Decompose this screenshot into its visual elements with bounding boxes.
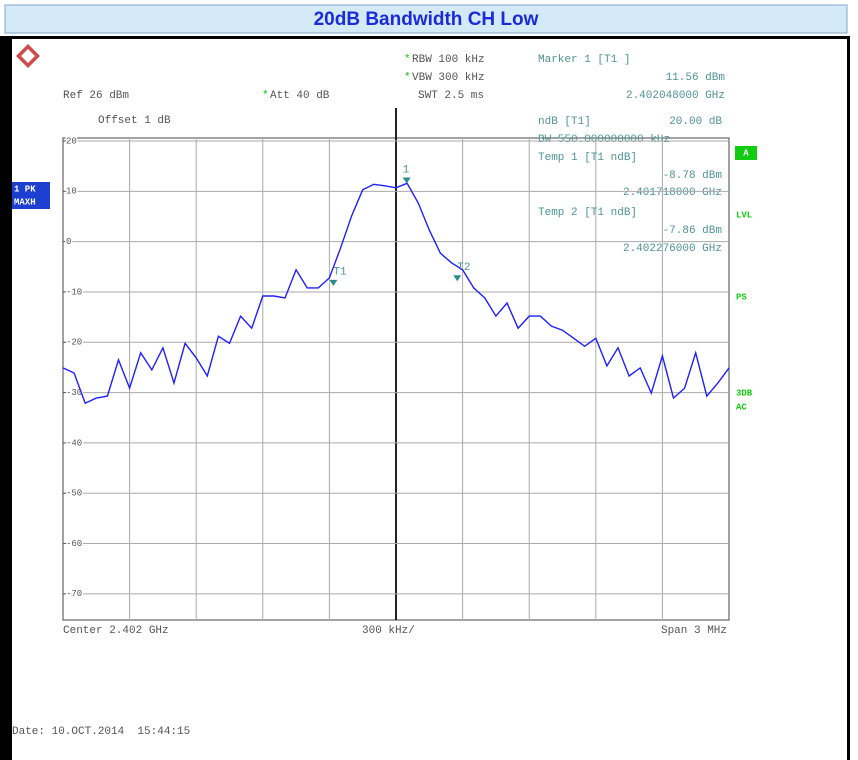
side-label: A xyxy=(743,148,749,158)
temp1-freq: 2.401718000 GHz xyxy=(623,187,722,199)
offset: Offset 1 dB xyxy=(98,115,171,127)
y-tick-label: 20 xyxy=(66,136,77,146)
temp1: Temp 1 [T1 ndB] xyxy=(538,152,637,164)
per-division: 300 kHz/ xyxy=(362,625,415,637)
trace-label: 1 PK xyxy=(14,184,36,194)
date: Date: 10.OCT.2014 15:44:15 xyxy=(12,726,190,738)
side-box xyxy=(735,146,757,160)
temp1-level: -8.78 dBm xyxy=(663,170,723,182)
marker xyxy=(329,279,338,286)
y-tick-label: -50 xyxy=(66,489,82,499)
logo xyxy=(16,44,40,68)
temp2-level: -7.86 dBm xyxy=(663,225,723,237)
frame-right xyxy=(847,36,850,760)
chart-title: 20dB Bandwidth CH Low xyxy=(314,9,539,30)
ref-level: Ref 26 dBm xyxy=(63,90,129,102)
ndb-value: 20.00 dB xyxy=(669,116,722,128)
marker-freq: 2.402048000 GHz xyxy=(626,90,725,102)
y-tick-label: 10 xyxy=(66,187,77,197)
coupling-mark: * xyxy=(404,54,411,66)
marker-label: T2 xyxy=(457,262,470,274)
coupling-mark: * xyxy=(262,90,269,102)
y-tick-label: -60 xyxy=(66,539,82,549)
side-label: PS xyxy=(736,292,747,302)
side-label: 3DB xyxy=(736,388,753,398)
span: Span 3 MHz xyxy=(661,625,727,637)
marker-title: Marker 1 [T1 ] xyxy=(538,54,630,66)
marker xyxy=(453,275,462,282)
marker-label: 1 xyxy=(403,164,410,176)
side-label: LVL xyxy=(736,210,752,220)
side-label: AC xyxy=(736,402,747,412)
y-tick-label: -30 xyxy=(66,388,82,398)
y-tick-label: 0 xyxy=(66,237,71,247)
frame-top xyxy=(0,36,850,39)
attenuation: Att 40 dB xyxy=(270,90,330,102)
trace xyxy=(62,182,730,405)
y-tick-label: -70 xyxy=(66,589,82,599)
marker xyxy=(402,177,411,184)
vbw: VBW 300 kHz xyxy=(412,72,485,84)
temp2: Temp 2 [T1 ndB] xyxy=(538,207,637,219)
trace-label-box xyxy=(12,182,50,209)
coupling-mark: * xyxy=(404,72,411,84)
swt: SWT 2.5 ms xyxy=(418,90,484,102)
trace-label: MAXH xyxy=(14,197,36,207)
y-tick-label: -20 xyxy=(66,338,82,348)
frame-left xyxy=(0,36,12,760)
y-tick-label: -10 xyxy=(66,287,82,297)
title-bar xyxy=(4,4,848,34)
rbw: RBW 100 kHz xyxy=(412,54,485,66)
y-tick-label: -40 xyxy=(66,438,82,448)
temp2-freq: 2.402276000 GHz xyxy=(623,243,722,255)
marker-label: T1 xyxy=(333,267,347,279)
center-freq: Center 2.402 GHz xyxy=(63,625,169,637)
marker-level: 11.56 dBm xyxy=(666,72,726,84)
bandwidth: BW 550.000000000 kHz xyxy=(538,134,670,146)
ndb-label: ndB [T1] xyxy=(538,116,591,128)
